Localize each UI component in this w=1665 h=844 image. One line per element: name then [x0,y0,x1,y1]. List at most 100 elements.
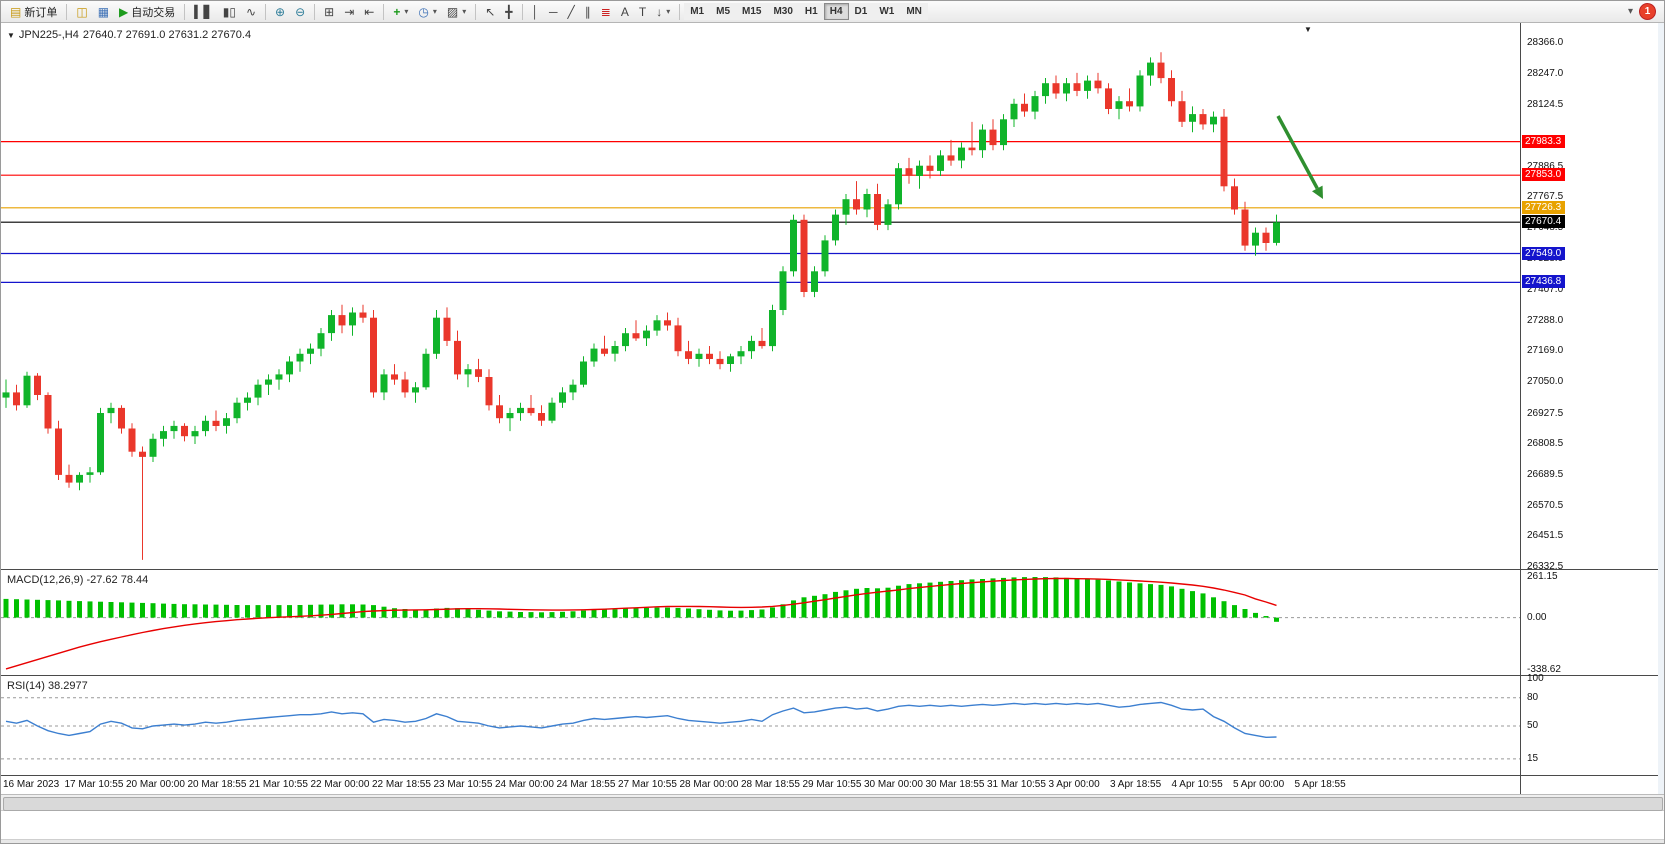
chart-shift-button[interactable]: ⇤ [359,2,379,21]
time-tick: 5 Apr 18:55 [1294,779,1346,790]
cursor-tool-button[interactable]: ↖ [480,2,500,21]
line-chart-button[interactable]: ∿ [241,2,261,21]
toolbar-separator [265,3,267,20]
new-order-button[interactable]: ▤ 新订单 [5,2,62,21]
channel-tool-button[interactable]: ∥ [580,2,596,21]
notification-badge[interactable]: 1 [1639,3,1656,20]
timeframe-d1-button[interactable]: D1 [848,3,874,20]
indicators-button[interactable]: + ▾ [388,2,413,21]
time-tick: 3 Apr 00:00 [1048,779,1100,790]
arrows-icon: ↓ [656,4,663,19]
price-tick: 27767.5 [1527,191,1564,202]
timeframe-m1-button[interactable]: M1 [684,3,711,20]
price-tick: 28366.0 [1527,37,1564,48]
text-tool-button[interactable]: A [616,2,634,21]
macd-tick: -338.62 [1527,664,1561,675]
bar-chart-button[interactable]: ▍▋ [189,2,217,21]
time-tick: 30 Mar 18:55 [925,779,985,790]
macd-tick: 0.00 [1527,612,1547,623]
vertical-scrollbar[interactable] [1658,23,1664,794]
symbol-ohlc-values: 27640.7 27691.0 27631.2 27670.4 [82,29,252,41]
fibonacci-tool-button[interactable]: ≣ [596,2,616,21]
autotrading-label: 自动交易 [131,6,176,19]
time-tick: 31 Mar 10:55 [987,779,1046,790]
time-tick: 28 Mar 18:55 [741,779,800,790]
price-axis[interactable]: 28366.028247.028124.527886.527767.527648… [1521,23,1664,572]
toolbar-separator [66,3,68,20]
timeframe-m15-button[interactable]: M15 [736,3,768,20]
periods-button[interactable]: ◷ ▾ [413,2,442,21]
zoom-in-button[interactable]: ⊕ [270,2,290,21]
price-line-badge: 27549.0 [1522,247,1566,260]
vertical-line-tool-button[interactable]: │ [527,2,545,21]
cursor-icon: ↖ [485,4,496,19]
horizontal-scrollbar-thumb[interactable] [3,797,1663,811]
price-tick: 26570.5 [1527,500,1564,511]
time-tick: 3 Apr 18:55 [1110,779,1162,790]
candlestick-chart-canvas[interactable] [1,23,1520,570]
panel-splitter-rsi[interactable] [1,675,1664,676]
new-chart-button[interactable]: ◫ [71,2,92,21]
candlestick-chart-button[interactable]: ▮▯ [218,2,241,21]
profiles-button[interactable]: ▦ [93,2,114,21]
crosshair-tool-button[interactable]: ╋ [500,2,517,21]
time-axis[interactable]: 16 Mar 2023 17 Mar 10:55 20 Mar 00:00 20 Ma… [1,776,1664,794]
time-tick: 4 Apr 10:55 [1171,779,1223,790]
horizontal-scrollbar[interactable] [1,794,1664,811]
chart-shift-marker-icon[interactable]: ▼ [1304,25,1312,34]
new-chart-icon: ◫ [76,4,88,19]
price-tick: 26689.5 [1527,469,1564,480]
bar-chart-icon: ▍▋ [194,4,213,19]
tile-windows-button[interactable]: ⊞ [319,2,339,21]
templates-button[interactable]: ▨ ▾ [442,2,471,21]
zoom-out-button[interactable]: ⊖ [290,2,310,21]
autotrading-button[interactable]: ▶ 自动交易 [114,2,180,21]
line-chart-icon: ∿ [245,4,257,19]
timeframe-m5-button[interactable]: M5 [710,3,737,20]
templates-icon: ▨ [446,4,459,19]
auto-scroll-button[interactable]: ⇥ [339,2,359,21]
macd-tick: 261.15 [1527,571,1558,582]
rsi-chart-canvas[interactable] [1,676,1520,776]
rsi-tick: 15 [1527,753,1539,764]
time-tick: 24 Mar 18:55 [556,779,616,790]
arrows-tool-button[interactable]: ↓ ▾ [651,2,675,21]
trendline-tool-button[interactable]: ╱ [563,2,580,21]
label-icon: T [638,4,647,19]
new-order-icon: ▤ [10,4,22,19]
price-line-badge: 27983.3 [1522,135,1566,148]
timeframe-h1-button[interactable]: H1 [798,3,824,20]
label-tool-button[interactable]: T [634,2,651,21]
macd-chart-canvas[interactable] [1,570,1520,676]
timeframe-h4-button[interactable]: H4 [823,3,849,20]
timeframe-m30-button[interactable]: M30 [767,3,799,20]
timeframe-w1-button[interactable]: W1 [873,3,901,20]
rsi-panel: RSI(14) 38.2977 100 80 50 15 [1,673,1664,776]
trendline-icon: ╱ [567,4,575,19]
time-tick: 21 Mar 10:55 [249,779,308,790]
panel-splitter-macd[interactable] [1,569,1664,570]
candlestick-chart-icon: ▮▯ [222,4,236,19]
price-tick: 27169.0 [1527,345,1564,356]
time-axis-border [1,775,1664,776]
timeframe-mn-button[interactable]: MN [900,3,928,20]
time-tick: 22 Mar 00:00 [310,779,370,790]
toolbar-separator [521,3,523,20]
time-tick: 27 Mar 10:55 [618,779,677,790]
price-line-badge: 27670.4 [1522,215,1566,228]
macd-axis[interactable]: 261.15 0.00 -338.62 [1521,570,1664,676]
rsi-axis[interactable]: 100 80 50 15 [1521,673,1664,776]
price-tick: 28124.5 [1527,99,1564,110]
macd-label: MACD(12,26,9) -27.62 78.44 [7,574,149,586]
new-order-label: 新订单 [24,6,58,19]
toolbar-overflow-chevron[interactable]: ▾ [1627,6,1633,17]
price-tick: 27407.0 [1527,284,1564,295]
price-tick: 28247.0 [1527,68,1564,79]
time-tick: 20 Mar 00:00 [126,779,185,790]
indicators-icon: + [393,4,401,19]
time-tick: 16 Mar 2023 [3,779,60,790]
symbol-dropdown-icon[interactable]: ▼ [7,30,15,40]
horizontal-line-tool-button[interactable]: ─ [544,2,563,21]
tile-windows-icon: ⊞ [324,4,335,19]
